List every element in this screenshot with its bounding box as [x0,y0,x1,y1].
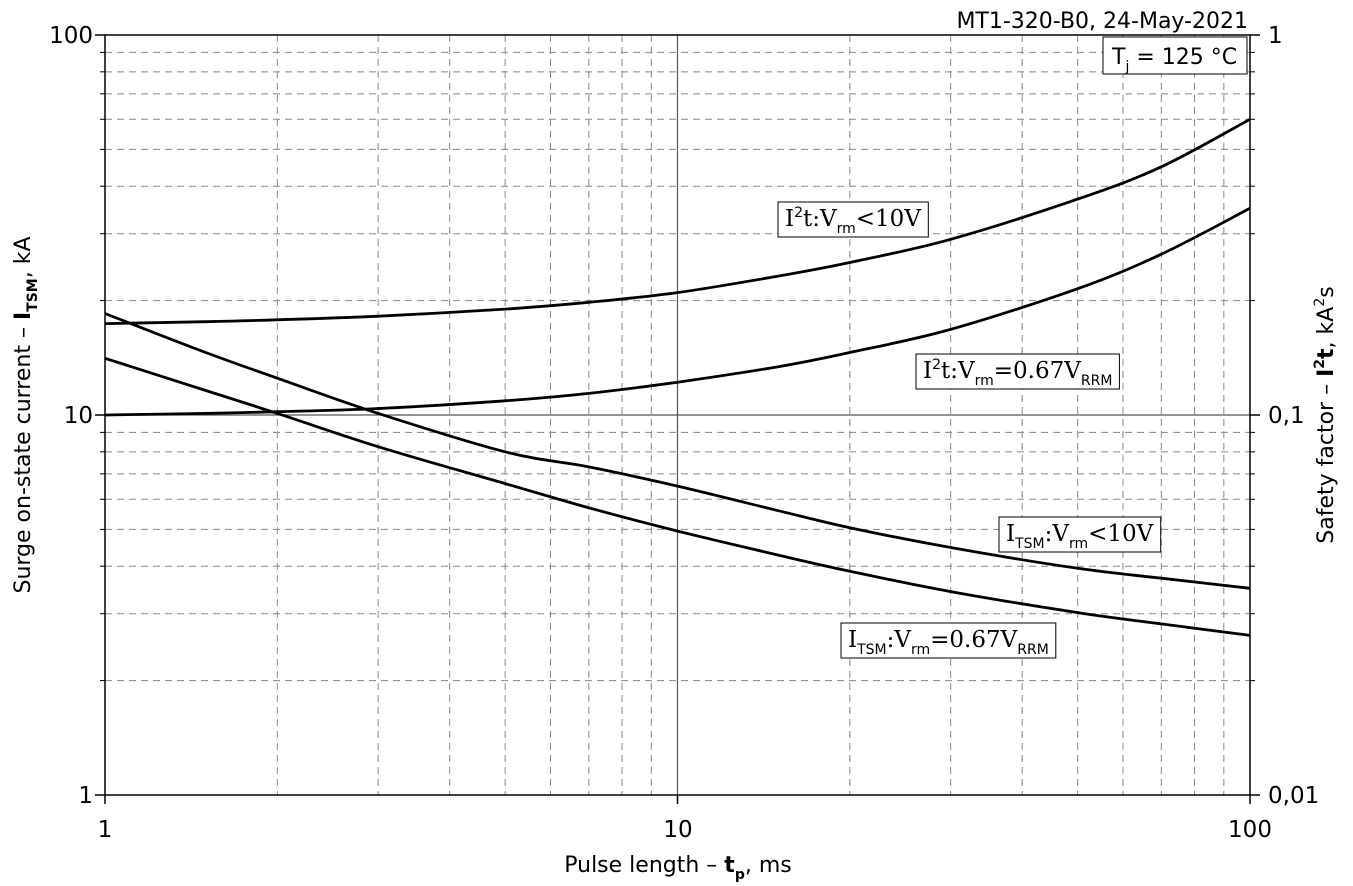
major-grid [105,35,1250,795]
chart-header: MT1-320-B0, 24-May-2021 [956,9,1248,34]
curve-label-part: TSM [856,642,887,658]
curve-label-part: <10V [1088,521,1154,547]
curve-label-box [915,353,1120,390]
curves [104,118,1251,637]
y-left-axis-label: Surge on-state current – ITSM, kA [11,236,41,593]
curve-label-i2t-vrm-lt10v: I2t:Vrm<10V [777,201,929,238]
curve-label-itsm-vrm-067vrrm: ITSM:Vrm=0.67VRRM [840,622,1057,659]
curve-label-part: <10V [856,206,922,232]
y-right-tick-label: 0,01 [1268,783,1319,809]
curve-label-part: t:V [941,358,975,384]
curve-label-text: ITSM:Vrm<10V [1006,521,1154,552]
curve-label-part: :V [887,627,912,653]
curve-label-part: rm [837,221,856,237]
svg-text:Tj = 125 °C: Tj = 125 °C [1111,45,1237,75]
y-left-tick-label: 100 [49,23,93,49]
curve-label-part: I [923,358,932,384]
curve-label-part: 2 [794,205,803,221]
curve-label-part: RRM [1017,642,1049,658]
curve-label-text: I2t:Vrm<10V [785,205,921,237]
curve-label-i2t-vrm-067vrrm: I2t:Vrm=0.67VRRM [915,353,1120,390]
y-right-tick-label: 0,1 [1268,403,1305,429]
curve-labels: I2t:Vrm<10V I2t:Vrm=0.67VRRM ITSM:Vrm<10… [777,201,1162,659]
curve-label-part: TSM [1014,536,1045,552]
curve-label-part: =0.67V [994,358,1081,384]
curve-label-part: =0.67V [930,627,1017,653]
y-left-tick-label: 10 [64,403,93,429]
curve-label-part: :V [1045,521,1070,547]
x-tick-label: 10 [663,817,692,843]
curve-label-text: I2t:Vrm=0.67VRRM [923,357,1112,389]
curve-label-box [840,622,1057,659]
curve-label-part: t:V [803,206,837,232]
axis-ticks [95,34,1260,804]
x-tick-labels: 1 10 100 [98,817,1272,843]
y-left-tick-label: 1 [78,783,93,809]
condition-rest: = 125 °C [1129,45,1237,70]
curve-label-box [777,201,929,238]
y-left-tick-labels: 1 10 100 [49,23,93,809]
series-line-2 [104,312,1251,590]
curve-label-part: 2 [932,357,941,373]
condition-sub: j [1124,59,1129,75]
series-line-0 [104,118,1251,325]
y-right-tick-labels: 0,01 0,1 1 [1268,23,1319,809]
curve-label-itsm-vrm-lt10v: ITSM:Vrm<10V [998,516,1162,553]
y-right-tick-label: 1 [1268,23,1283,49]
curve-label-part: I [785,206,794,232]
curve-label-part: I [1006,521,1015,547]
curve-label-part: rm [1069,536,1088,552]
x-tick-label: 1 [98,817,113,843]
x-tick-label: 100 [1228,817,1272,843]
curve-label-part: RRM [1081,373,1113,389]
curve-label-part: I [848,627,857,653]
series-line-3 [104,356,1251,637]
y-right-axis-label: Safety factor – I2t, kA2s [1312,286,1339,543]
condition-symbol: T [1111,45,1126,70]
series-line-1 [104,207,1251,417]
curve-label-part: rm [975,373,994,389]
curve-label-text: ITSM:Vrm=0.67VRRM [848,627,1049,658]
minor-grid [105,35,1250,795]
curve-label-box [998,516,1162,553]
x-axis-label: Pulse length – tp, ms [564,853,792,883]
condition-box: Tj = 125 °C [1102,36,1248,75]
curve-label-part: rm [911,642,930,658]
